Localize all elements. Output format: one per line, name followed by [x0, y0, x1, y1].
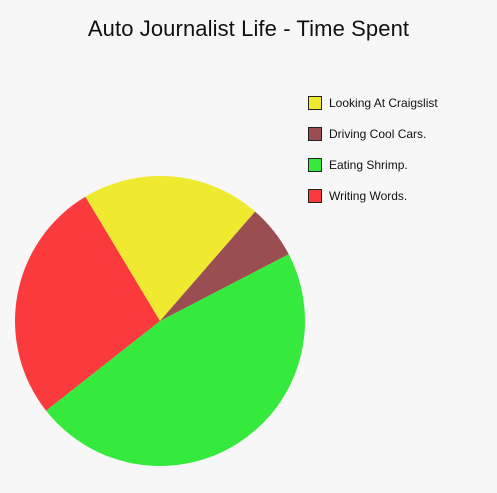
legend-item: Driving Cool Cars. [308, 126, 438, 142]
pie-slices [14, 176, 305, 466]
legend-swatch [308, 158, 322, 172]
legend-swatch [308, 189, 322, 203]
legend-label: Looking At Craigslist [329, 96, 438, 110]
legend-swatch [308, 96, 322, 110]
legend-label: Driving Cool Cars. [329, 127, 427, 141]
pie-slice [160, 211, 289, 321]
legend-label: Writing Words. [329, 189, 408, 203]
pie-slice [85, 176, 256, 321]
chart-title: Auto Journalist Life - Time Spent [87, 16, 410, 41]
pie-slice [14, 196, 161, 411]
legend-item: Eating Shrimp. [308, 157, 438, 173]
legend: Looking At Craigslist Driving Cool Cars.… [308, 95, 438, 219]
legend-label: Eating Shrimp. [329, 158, 408, 172]
legend-swatch [308, 127, 322, 141]
legend-item: Looking At Craigslist [308, 95, 438, 111]
legend-item: Writing Words. [308, 188, 438, 204]
pie-slice [46, 254, 305, 466]
